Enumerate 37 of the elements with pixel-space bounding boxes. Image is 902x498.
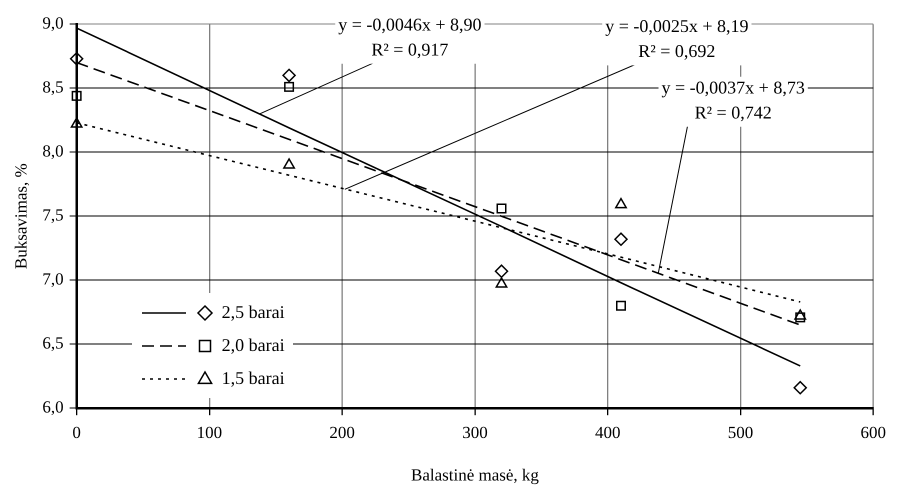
x-tick-label: 500 bbox=[728, 422, 754, 442]
point bbox=[496, 277, 508, 288]
point bbox=[70, 117, 83, 128]
point bbox=[494, 264, 508, 278]
y-tick-label: 8,5 bbox=[42, 78, 64, 97]
annotation: y = -0,0046x + 8,90 R² = 0,917 bbox=[338, 14, 482, 60]
y-tick-label: 7,5 bbox=[42, 206, 64, 225]
y-tick-label: 9,0 bbox=[42, 14, 64, 33]
annotation: y = -0,0025x + 8,19 R² = 0,692 bbox=[605, 16, 748, 62]
legend-label: 2,5 barai bbox=[222, 302, 285, 324]
point bbox=[284, 82, 294, 92]
point bbox=[794, 309, 806, 320]
x-tick-label: 400 bbox=[594, 422, 620, 442]
point bbox=[614, 232, 628, 246]
point bbox=[72, 90, 82, 101]
y-tick-label: 8,0 bbox=[42, 142, 64, 161]
y-tick-label: 6,0 bbox=[42, 398, 64, 417]
legend-label: 2,0 barai bbox=[222, 335, 285, 356]
x-tick-label: 0 bbox=[72, 422, 81, 442]
point bbox=[795, 312, 806, 322]
point bbox=[616, 300, 626, 311]
point bbox=[793, 380, 807, 394]
y-tick-label: 7,0 bbox=[42, 270, 64, 289]
point bbox=[282, 68, 296, 82]
x-tick-label: 600 bbox=[860, 422, 886, 442]
point bbox=[615, 198, 627, 208]
point bbox=[496, 204, 506, 214]
point bbox=[70, 52, 84, 66]
x-axis-title: Balastinė masė, kg bbox=[410, 465, 540, 484]
annotation: y = -0,0037x + 8,73 R² = 0,742 bbox=[662, 78, 805, 123]
x-tick-label: 200 bbox=[329, 422, 355, 442]
y-tick-label: 6,5 bbox=[42, 334, 64, 353]
point bbox=[283, 158, 296, 169]
legend-label: 1,5 barai bbox=[222, 368, 285, 390]
y-axis-title: Buksavimas, % bbox=[12, 163, 31, 270]
x-tick-label: 300 bbox=[462, 422, 488, 442]
x-tick-label: 100 bbox=[196, 422, 222, 442]
